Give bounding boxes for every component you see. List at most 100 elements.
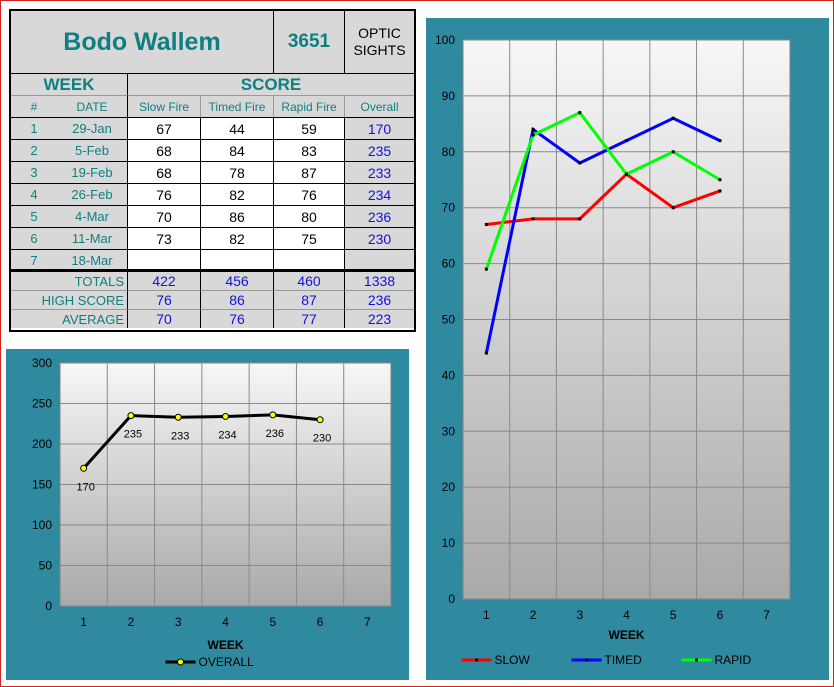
data-point (127, 412, 135, 420)
average-timed: 76 (200, 309, 273, 328)
row-5-num: 5 (11, 205, 57, 227)
data-point (531, 217, 535, 221)
data-point (671, 150, 675, 154)
data-point (269, 411, 277, 419)
data-label: 170 (76, 481, 94, 493)
legend-label-rapid: RAPID (715, 653, 752, 667)
series-line-slow (486, 172, 721, 226)
y-tick-label: 100 (435, 33, 455, 47)
legend-label-overall: OVERALL (199, 655, 255, 669)
row-6-timed: 82 (200, 227, 273, 249)
average-label: AVERAGE (11, 309, 127, 328)
y-tick-label: 20 (442, 480, 456, 494)
row-5-rapid: 80 (273, 205, 344, 227)
row-7-slow (127, 249, 200, 271)
sight-type-line2: SIGHTS (353, 42, 406, 58)
legend-marker (585, 658, 588, 662)
series-line-overall (82, 413, 321, 470)
row-4-timed: 82 (200, 183, 273, 205)
x-tick-label: 7 (763, 608, 770, 622)
y-tick-label: 0 (448, 592, 455, 606)
row-1-overall: 170 (344, 117, 414, 139)
totals-timed: 456 (200, 271, 273, 290)
data-point (316, 416, 324, 424)
row-1-rapid: 59 (273, 117, 344, 139)
row-2-overall: 235 (344, 139, 414, 161)
x-tick-label: 1 (483, 608, 490, 622)
row-1-num: 1 (11, 117, 57, 139)
row-6-num: 6 (11, 227, 57, 249)
row-7-date: 18-Mar (57, 249, 127, 271)
row-3-slow: 68 (127, 161, 200, 183)
col-date-header: DATE (57, 95, 127, 117)
col-slow-header: Slow Fire (127, 95, 200, 117)
high-score-overall: 236 (344, 290, 414, 309)
week-header: WEEK (11, 73, 127, 95)
y-tick-label: 250 (32, 397, 52, 411)
score-header: SCORE (127, 73, 414, 95)
row-2-num: 2 (11, 139, 57, 161)
row-3-num: 3 (11, 161, 57, 183)
row-3-timed: 78 (200, 161, 273, 183)
row-3-date: 19-Feb (57, 161, 127, 183)
data-point (671, 116, 675, 120)
x-tick-label: 5 (269, 615, 276, 629)
x-axis-title: WEEK (208, 638, 244, 652)
data-point (625, 172, 628, 176)
row-5-timed: 86 (200, 205, 273, 227)
y-tick-label: 200 (32, 437, 52, 451)
y-tick-label: 90 (442, 89, 456, 103)
row-5-overall: 236 (344, 205, 414, 227)
row-2-timed: 84 (200, 139, 273, 161)
shooter-number: 3651 (273, 11, 344, 73)
summary-separator (11, 269, 414, 271)
row-4-date: 26-Feb (57, 183, 127, 205)
high-score-label: HIGH SCORE (11, 290, 127, 309)
legend-label-slow: SLOW (495, 653, 531, 667)
data-point (578, 161, 582, 165)
data-label: 236 (266, 428, 284, 440)
y-tick-label: 10 (442, 536, 456, 550)
row-6-slow: 73 (127, 227, 200, 249)
row-6-date: 11-Mar (57, 227, 127, 249)
data-point (718, 178, 722, 182)
average-slow: 70 (127, 309, 200, 328)
row-4-rapid: 76 (273, 183, 344, 205)
col-timed-header: Timed Fire (200, 95, 273, 117)
x-tick-label: 3 (175, 615, 182, 629)
y-tick-label: 70 (442, 201, 456, 215)
row-6-overall: 230 (344, 227, 414, 249)
data-point (174, 413, 182, 421)
sight-type-line1: OPTIC (358, 25, 401, 41)
series-line-rapid (484, 110, 721, 270)
y-tick-label: 30 (442, 424, 456, 438)
row-4-overall: 234 (344, 183, 414, 205)
x-tick-label: 6 (317, 615, 324, 629)
y-tick-label: 300 (32, 356, 52, 370)
data-point (625, 139, 628, 143)
data-point (718, 139, 722, 143)
totals-label: TOTALS (11, 271, 127, 290)
totals-slow: 422 (127, 271, 200, 290)
row-2-slow: 68 (127, 139, 200, 161)
row-7-rapid (273, 249, 344, 271)
x-axis-title: WEEK (609, 628, 645, 642)
row-3-overall: 233 (344, 161, 414, 183)
data-point (671, 206, 675, 210)
col-overall-header: Overall (344, 95, 414, 117)
x-tick-label: 6 (717, 608, 724, 622)
x-tick-label: 1 (80, 615, 87, 629)
average-rapid: 77 (273, 309, 344, 328)
data-label: 234 (218, 429, 236, 441)
series-line-timed (484, 116, 721, 354)
row-1-timed: 44 (200, 117, 273, 139)
row-1-date: 29-Jan (57, 117, 127, 139)
y-tick-label: 100 (32, 518, 52, 532)
data-point (531, 133, 535, 137)
row-2-rapid: 83 (273, 139, 344, 161)
row-5-date: 4-Mar (57, 205, 127, 227)
data-point (222, 412, 229, 420)
y-tick-label: 0 (45, 599, 52, 613)
row-7-num: 7 (11, 249, 57, 271)
